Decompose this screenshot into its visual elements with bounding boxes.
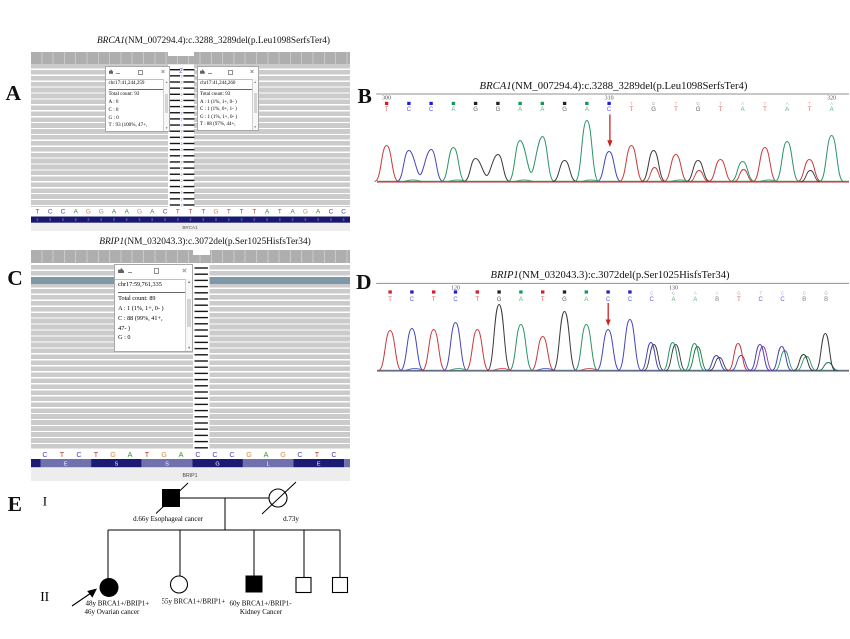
svg-text:II: II [40,589,49,604]
svg-text:I: I [43,494,47,509]
svg-text:55y BRCA1+/BRIP1+: 55y BRCA1+/BRIP1+ [162,598,226,606]
svg-text:B: B [715,297,719,303]
svg-text:A: A [786,101,789,106]
svg-text:C: C [628,297,633,303]
svg-text:A: A [785,107,789,113]
svg-text:A: A [584,297,588,303]
svg-text:T: T [675,101,678,106]
svg-text:T: T [388,297,392,303]
svg-text:T: T [737,297,741,303]
svg-text:320: 320 [827,96,836,102]
svg-text:T: T [630,101,633,106]
svg-text:C: C [672,290,675,295]
svg-text:G: G [562,297,567,303]
svg-text:C: C [606,297,611,303]
svg-text:T: T [475,297,479,303]
svg-text:48y BRCA1+/BRIP1+: 48y BRCA1+/BRIP1+ [86,600,150,608]
svg-text:C: C [607,107,612,113]
svg-text:A: A [671,297,675,303]
svg-text:C: C [650,297,655,303]
svg-text:G: G [497,297,502,303]
svg-text:d.66y Esophageal cancer: d.66y Esophageal cancer [133,515,203,523]
svg-text:A: A [830,107,834,113]
svg-text:G: G [562,107,567,113]
svg-text:C: C [803,290,806,295]
svg-text:T: T [763,107,767,113]
svg-text:T: T [764,101,767,106]
svg-text:Kidney Cancer: Kidney Cancer [240,608,283,616]
svg-text:130: 130 [669,285,678,291]
svg-text:A: A [694,290,697,295]
svg-text:T: T [674,107,678,113]
svg-text:G: G [652,101,656,106]
svg-text:C: C [650,290,653,295]
svg-text:T: T [719,101,722,106]
svg-text:d.73y: d.73y [283,515,299,523]
svg-text:G: G [496,107,501,113]
svg-text:G: G [651,107,656,113]
svg-text:A: A [693,297,697,303]
svg-text:G: G [696,107,701,113]
svg-text:G: G [737,290,741,295]
svg-text:T: T [630,107,634,113]
svg-text:T: T [719,107,723,113]
svg-text:C: C [407,107,412,113]
svg-text:T: T [432,297,436,303]
svg-text:A: A [540,107,544,113]
svg-text:B: B [802,297,806,303]
svg-text:T: T [759,290,762,295]
svg-text:300: 300 [382,96,391,102]
svg-text:C: C [429,107,434,113]
svg-text:C: C [780,297,785,303]
svg-text:G: G [473,107,478,113]
svg-text:G: G [696,101,700,106]
svg-text:T: T [808,101,811,106]
svg-text:A: A [741,101,744,106]
svg-text:310: 310 [605,96,614,102]
svg-text:46y Ovarian cancer: 46y Ovarian cancer [85,608,140,616]
svg-text:A: A [716,290,719,295]
svg-text:120: 120 [451,285,460,291]
svg-text:60y BRCA1+/BRIP1-: 60y BRCA1+/BRIP1- [230,600,293,608]
svg-text:C: C [781,290,784,295]
svg-text:A: A [451,107,455,113]
svg-text:T: T [808,107,812,113]
svg-text:T: T [541,297,545,303]
svg-text:A: A [585,107,589,113]
svg-text:G: G [824,290,828,295]
svg-text:B: B [824,297,828,303]
svg-text:C: C [759,297,764,303]
svg-text:A: A [741,107,745,113]
svg-text:A: A [830,101,833,106]
svg-text:C: C [453,297,458,303]
svg-text:A: A [518,107,522,113]
svg-text:C: C [410,297,415,303]
svg-text:T: T [385,107,389,113]
svg-text:A: A [519,297,523,303]
